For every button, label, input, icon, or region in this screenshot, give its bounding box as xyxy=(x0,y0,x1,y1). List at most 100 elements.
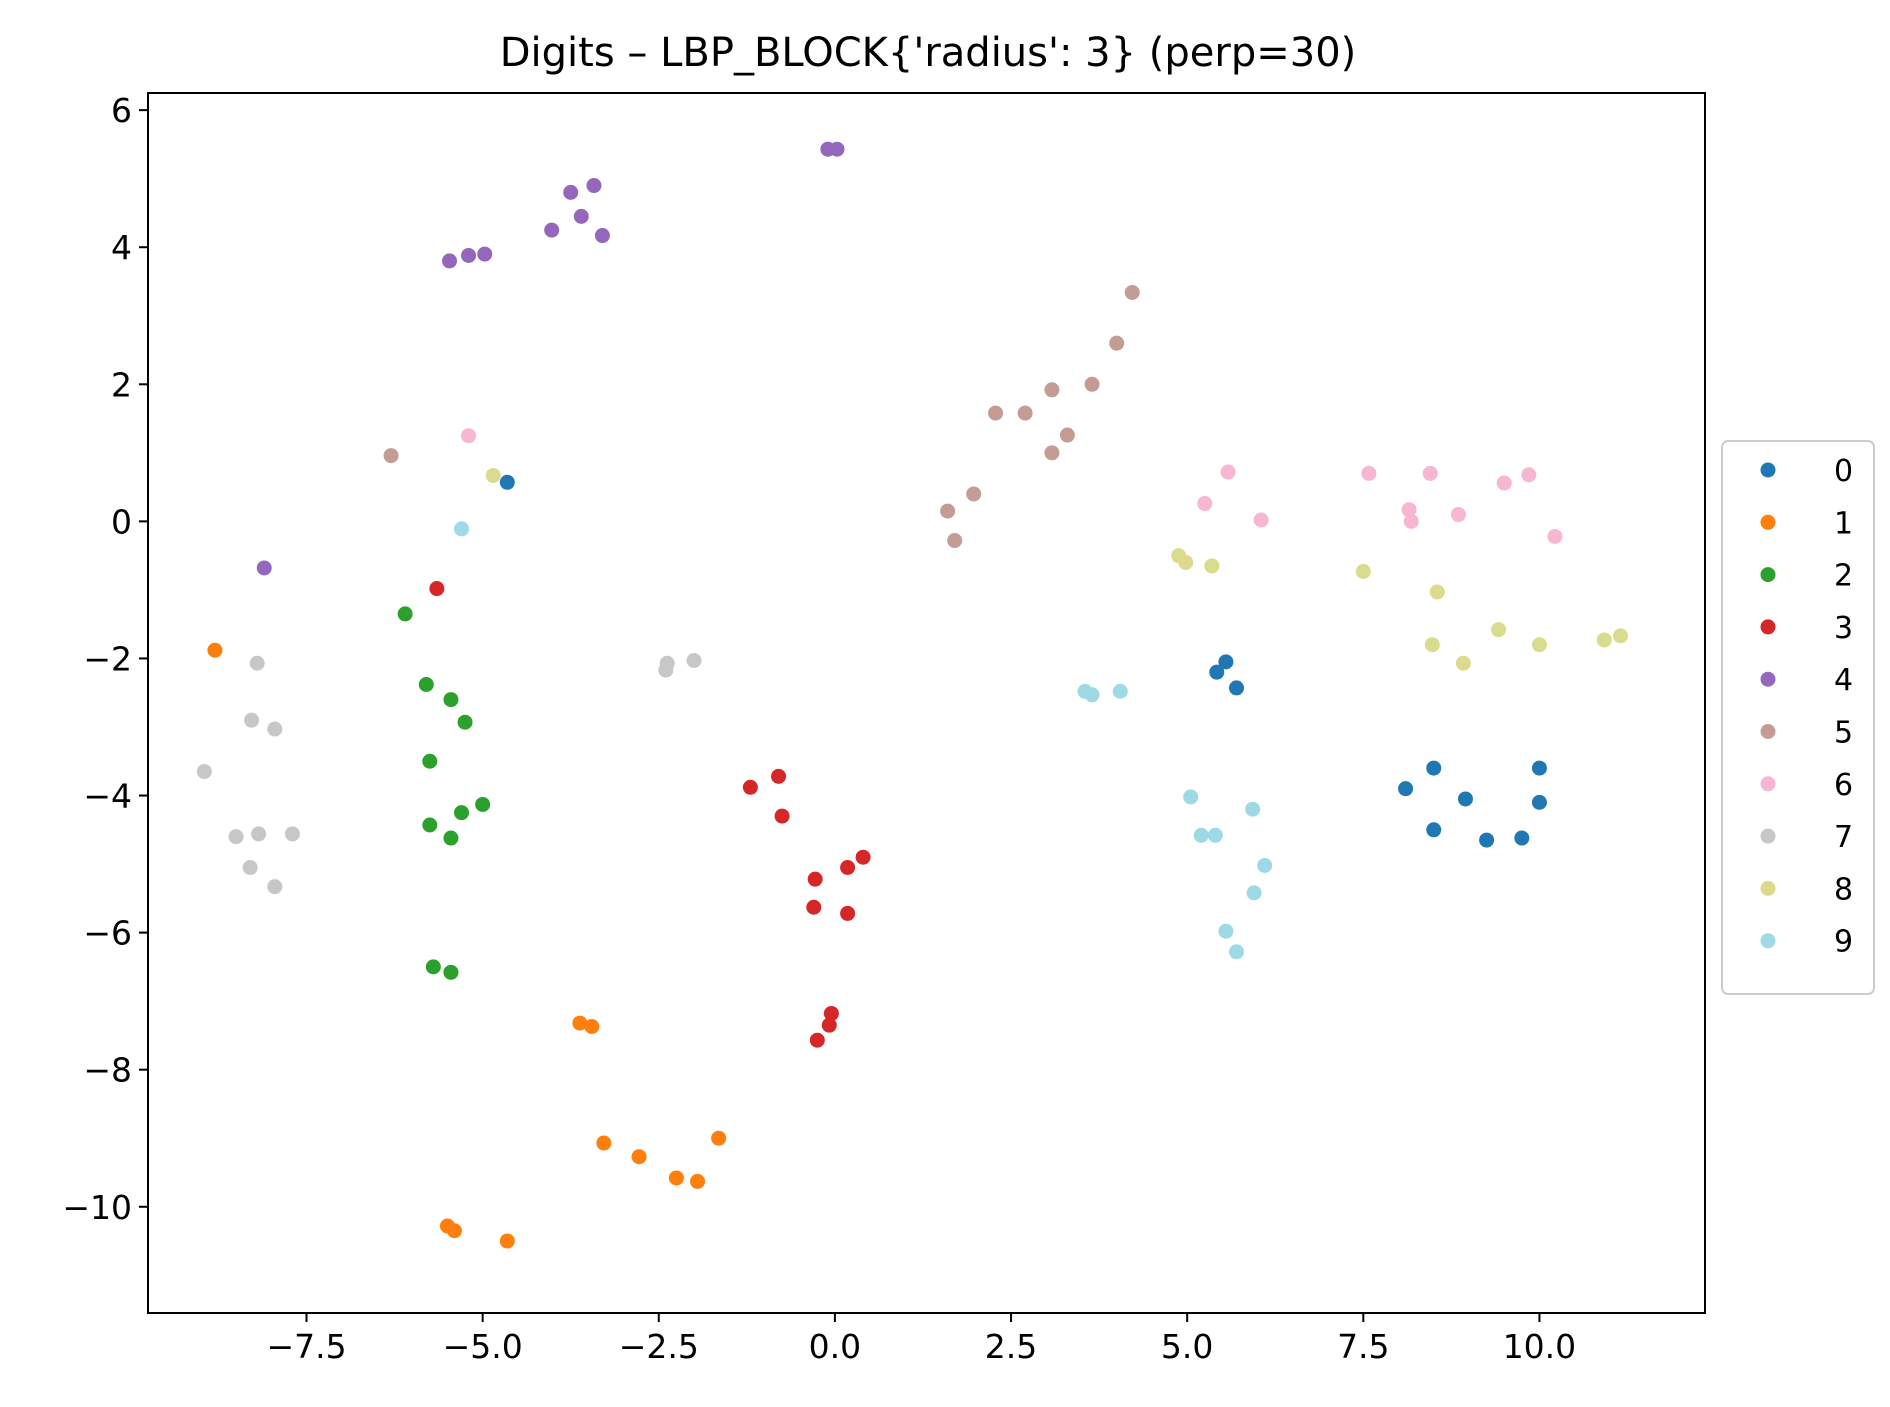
data-point-3 xyxy=(742,779,758,795)
legend-label-1: 1 xyxy=(1834,506,1853,541)
data-point-9 xyxy=(1112,683,1128,699)
chart-title: Digits – LBP_BLOCK{'radius': 3} (perp=30… xyxy=(500,30,1357,76)
data-point-1 xyxy=(572,1015,588,1031)
data-point-3 xyxy=(429,581,445,597)
data-point-9 xyxy=(1084,687,1100,703)
data-point-3 xyxy=(823,1005,839,1021)
legend-label-6: 6 xyxy=(1834,768,1853,803)
y-tick-label: −6 xyxy=(83,914,132,953)
y-tick-label: −2 xyxy=(83,639,132,678)
data-point-1 xyxy=(499,1233,515,1249)
legend-marker-2 xyxy=(1760,567,1776,583)
data-point-5 xyxy=(1044,445,1060,461)
data-point-3 xyxy=(771,768,787,784)
data-point-4 xyxy=(586,178,602,194)
data-points xyxy=(196,141,1628,1249)
data-point-6 xyxy=(1496,475,1512,491)
data-point-5 xyxy=(940,503,956,519)
data-point-4 xyxy=(442,253,458,269)
data-point-1 xyxy=(690,1173,706,1189)
data-point-6 xyxy=(1401,502,1417,518)
data-point-5 xyxy=(1109,335,1125,351)
data-point-8 xyxy=(1455,655,1471,671)
x-tick-label: 0.0 xyxy=(809,1327,861,1366)
data-point-7 xyxy=(284,826,300,842)
data-point-0 xyxy=(499,474,515,490)
data-point-9 xyxy=(1207,827,1223,843)
data-point-6 xyxy=(1361,465,1377,481)
data-point-0 xyxy=(1426,822,1442,838)
data-point-3 xyxy=(807,871,823,887)
data-point-2 xyxy=(457,714,473,730)
legend-box xyxy=(1721,440,1875,995)
data-point-2 xyxy=(425,959,441,975)
data-point-4 xyxy=(461,247,477,263)
legend-label-3: 3 xyxy=(1834,611,1853,646)
legend-label-5: 5 xyxy=(1834,716,1853,751)
data-point-6 xyxy=(1197,496,1213,512)
data-point-9 xyxy=(1245,801,1261,817)
legend-marker-4 xyxy=(1760,671,1776,687)
data-point-5 xyxy=(1084,376,1100,392)
data-point-6 xyxy=(1521,467,1537,483)
plot-frame xyxy=(147,92,1706,1314)
data-point-4 xyxy=(256,560,272,576)
y-axis: 6 4 2 0 −2 −4 −6 −8 −10 xyxy=(62,91,148,1227)
data-point-1 xyxy=(631,1149,647,1165)
legend-label-0: 0 xyxy=(1834,454,1853,489)
data-point-9 xyxy=(454,521,470,537)
data-point-0 xyxy=(1457,791,1473,807)
data-point-8 xyxy=(1429,584,1445,600)
data-point-3 xyxy=(821,1017,837,1033)
legend-label-7: 7 xyxy=(1834,820,1853,855)
legend-marker-9 xyxy=(1760,933,1776,949)
data-point-7 xyxy=(242,859,258,875)
x-tick-label: 10.0 xyxy=(1503,1327,1576,1366)
data-point-2 xyxy=(443,830,459,846)
data-point-3 xyxy=(809,1032,825,1048)
data-point-5 xyxy=(966,486,982,502)
data-point-3 xyxy=(840,905,856,921)
legend-marker-0 xyxy=(1760,462,1776,478)
x-tick-label: −7.5 xyxy=(266,1327,346,1366)
data-point-7 xyxy=(244,712,260,728)
legend-marker-7 xyxy=(1760,828,1776,844)
data-point-4 xyxy=(477,246,493,262)
data-point-2 xyxy=(397,606,413,622)
legend-marker-6 xyxy=(1760,776,1776,792)
data-point-9 xyxy=(1257,857,1273,873)
data-point-6 xyxy=(1253,512,1269,528)
legend-marker-3 xyxy=(1760,619,1776,635)
data-point-2 xyxy=(422,753,438,769)
data-point-5 xyxy=(1124,284,1140,300)
data-point-9 xyxy=(1246,885,1262,901)
data-point-1 xyxy=(446,1223,462,1239)
data-point-8 xyxy=(1612,628,1628,644)
data-point-6 xyxy=(1422,465,1438,481)
data-point-7 xyxy=(267,879,283,895)
data-point-9 xyxy=(1183,789,1199,805)
legend: 0 1 2 3 4 5 6 7 8 9 xyxy=(1721,440,1875,995)
data-point-0 xyxy=(1398,781,1414,797)
data-point-5 xyxy=(1059,427,1075,443)
data-point-8 xyxy=(1204,558,1220,574)
data-point-7 xyxy=(249,655,265,671)
legend-marker-8 xyxy=(1760,880,1776,896)
data-point-9 xyxy=(1218,923,1234,939)
legend-label-8: 8 xyxy=(1834,872,1853,907)
data-point-6 xyxy=(1450,507,1466,523)
data-point-9 xyxy=(1228,944,1244,960)
data-point-0 xyxy=(1531,794,1547,810)
data-point-6 xyxy=(1403,513,1419,529)
data-point-2 xyxy=(418,676,434,692)
x-tick-label: 7.5 xyxy=(1337,1327,1389,1366)
data-point-0 xyxy=(1531,760,1547,776)
data-point-6 xyxy=(461,428,477,444)
data-point-5 xyxy=(1044,382,1060,398)
data-point-3 xyxy=(840,859,856,875)
data-point-3 xyxy=(774,808,790,824)
data-point-4 xyxy=(544,222,560,238)
data-point-0 xyxy=(1228,680,1244,696)
data-point-2 xyxy=(454,805,470,821)
